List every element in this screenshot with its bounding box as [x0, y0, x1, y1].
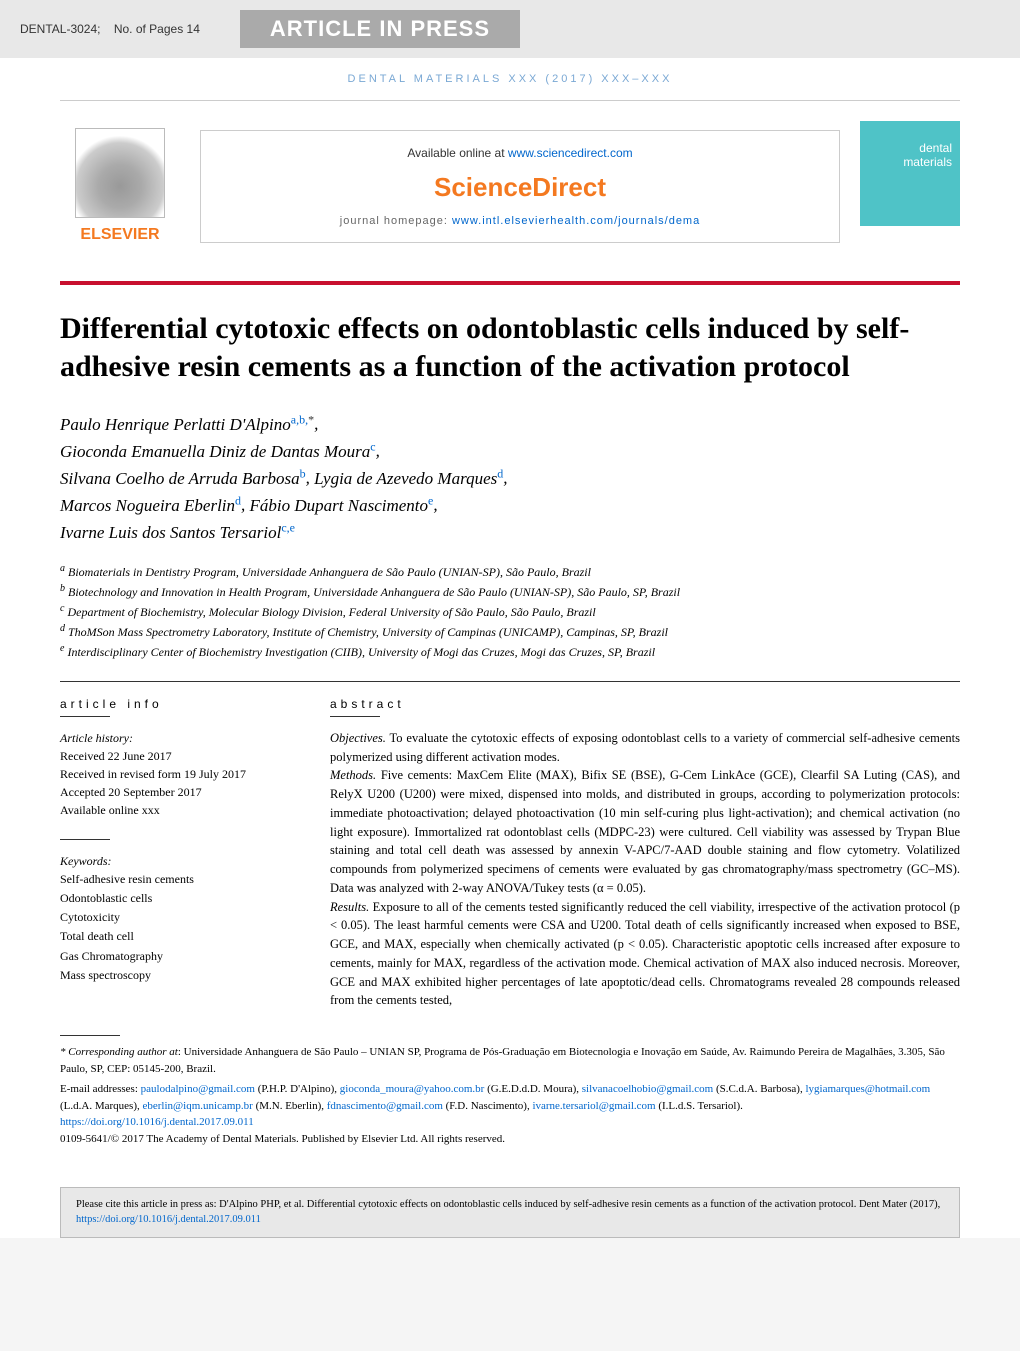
sciencedirect-logo[interactable]: ScienceDirect — [216, 172, 824, 203]
objectives-text: To evaluate the cytotoxic effects of exp… — [330, 731, 960, 764]
author: Silvana Coelho de Arruda Barbosab — [60, 469, 306, 488]
page-container: DENTAL-3024; No. of Pages 14 ARTICLE IN … — [0, 0, 1020, 1238]
author-affiliation-sup: b — [300, 466, 306, 480]
author: Ivarne Luis dos Santos Tersariolc,e — [60, 523, 295, 542]
results-text: Exposure to all of the cements tested si… — [330, 900, 960, 1008]
journal-cover-thumbnail — [860, 121, 960, 251]
article-info-header: article info — [60, 697, 290, 711]
short-divider — [60, 716, 110, 717]
author: Gioconda Emanuella Diniz de Dantas Moura… — [60, 442, 376, 461]
journal-homepage: journal homepage: www.intl.elsevierhealt… — [216, 215, 824, 227]
paper-id-text: DENTAL-3024; — [20, 22, 100, 36]
homepage-label: journal homepage: — [340, 215, 452, 227]
keywords-label: Keywords: — [60, 852, 290, 870]
cite-doi-link[interactable]: https://doi.org/10.1016/j.dental.2017.09… — [76, 1214, 261, 1225]
email-link[interactable]: eberlin@iqm.unicamp.br — [142, 1100, 252, 1112]
abstract-column: abstract Objectives. To evaluate the cyt… — [330, 697, 960, 1010]
keyword: Odontoblastic cells — [60, 889, 290, 908]
abstract-body: Objectives. To evaluate the cytotoxic ef… — [330, 729, 960, 1010]
article-in-press-badge: ARTICLE IN PRESS — [240, 10, 520, 48]
affiliation: a Biomaterials in Dentistry Program, Uni… — [60, 561, 960, 581]
email-link[interactable]: ivarne.tersariol@gmail.com — [532, 1100, 655, 1112]
doi-link[interactable]: https://doi.org/10.1016/j.dental.2017.09… — [60, 1116, 254, 1128]
keyword: Self-adhesive resin cements — [60, 870, 290, 889]
author: Fábio Dupart Nascimentoe — [250, 496, 434, 515]
corresponding-text: : Universidade Anhanguera de São Paulo –… — [60, 1046, 945, 1075]
article-title: Differential cytotoxic effects on odonto… — [60, 310, 960, 385]
online-date: Available online xxx — [60, 801, 290, 819]
email-addresses: E-mail addresses: paulodalpino@gmail.com… — [60, 1081, 960, 1114]
author-affiliation-sup: d — [235, 493, 241, 507]
email-link[interactable]: gioconda_moura@yahoo.com.br — [340, 1083, 485, 1095]
received-date: Received 22 June 2017 — [60, 747, 290, 765]
available-label: Available online at — [407, 146, 508, 160]
keyword: Total death cell — [60, 927, 290, 946]
short-divider — [60, 839, 110, 840]
keyword: Cytotoxicity — [60, 908, 290, 927]
sciencedirect-url[interactable]: www.sciencedirect.com — [508, 146, 633, 160]
methods-label: Methods. — [330, 768, 376, 782]
citation-box: Please cite this article in press as: D'… — [60, 1187, 960, 1238]
author: Lygia de Azevedo Marquesd — [314, 469, 503, 488]
paper-id: DENTAL-3024; No. of Pages 14 — [20, 22, 200, 36]
email-link[interactable]: paulodalpino@gmail.com — [141, 1083, 255, 1095]
article-history: Article history: Received 22 June 2017 R… — [60, 729, 290, 819]
affiliation: d ThoMSon Mass Spectrometry Laboratory, … — [60, 621, 960, 641]
affiliation: b Biotechnology and Innovation in Health… — [60, 581, 960, 601]
homepage-url[interactable]: www.intl.elsevierhealth.com/journals/dem… — [452, 215, 700, 227]
affiliation-list: a Biomaterials in Dentistry Program, Uni… — [60, 561, 960, 661]
keywords-block: Keywords: Self-adhesive resin cementsOdo… — [60, 852, 290, 985]
cite-text: Please cite this article in press as: D'… — [76, 1199, 940, 1210]
pages-label: No. of Pages 14 — [114, 22, 200, 36]
author-affiliation-sup: a,b,* — [291, 412, 314, 426]
methods-text: Five cements: MaxCem Elite (MAX), Bifix … — [330, 768, 960, 895]
footer-section: * Corresponding author at: Universidade … — [0, 1035, 1020, 1167]
header-bar: DENTAL-3024; No. of Pages 14 ARTICLE IN … — [0, 0, 1020, 58]
copyright-text: 0109-5641/© 2017 The Academy of Dental M… — [60, 1131, 960, 1148]
elsevier-text: ELSEVIER — [80, 226, 159, 244]
accepted-date: Accepted 20 September 2017 — [60, 783, 290, 801]
elsevier-logo: ELSEVIER — [60, 121, 180, 251]
affiliation: e Interdisciplinary Center of Biochemist… — [60, 641, 960, 661]
section-divider — [60, 681, 960, 682]
author-affiliation-sup: c,e — [281, 521, 295, 535]
footer-divider — [60, 1035, 120, 1036]
results-label: Results. — [330, 900, 369, 914]
publisher-banner: ELSEVIER Available online at www.science… — [0, 101, 1020, 271]
history-label: Article history: — [60, 729, 290, 747]
objectives-label: Objectives. — [330, 731, 386, 745]
two-column-layout: article info Article history: Received 2… — [60, 697, 960, 1010]
short-divider — [330, 716, 380, 717]
affiliation: c Department of Biochemistry, Molecular … — [60, 601, 960, 621]
corresponding-label: * Corresponding author at — [60, 1046, 178, 1058]
email-link[interactable]: lygiamarques@hotmail.com — [805, 1083, 930, 1095]
article-info-column: article info Article history: Received 2… — [60, 697, 290, 1010]
abstract-header: abstract — [330, 697, 960, 711]
author-affiliation-sup: d — [497, 466, 503, 480]
keywords-list: Self-adhesive resin cementsOdontoblastic… — [60, 870, 290, 985]
sciencedirect-box: Available online at www.sciencedirect.co… — [200, 130, 840, 243]
revised-date: Received in revised form 19 July 2017 — [60, 765, 290, 783]
elsevier-tree-icon — [75, 128, 165, 218]
available-online-text: Available online at www.sciencedirect.co… — [216, 146, 824, 160]
keyword: Mass spectroscopy — [60, 966, 290, 985]
keyword: Gas Chromatography — [60, 947, 290, 966]
author: Paulo Henrique Perlatti D'Alpinoa,b,* — [60, 415, 314, 434]
article-content: Differential cytotoxic effects on odonto… — [0, 285, 1020, 1035]
email-link[interactable]: fdnascimento@gmail.com — [327, 1100, 443, 1112]
corresponding-author: * Corresponding author at: Universidade … — [60, 1044, 960, 1077]
email-link[interactable]: silvanacoelhobio@gmail.com — [582, 1083, 713, 1095]
author-list: Paulo Henrique Perlatti D'Alpinoa,b,*, G… — [60, 410, 960, 546]
journal-reference: DENTAL MATERIALS XXX (2017) XXX–XXX — [0, 58, 1020, 100]
author-affiliation-sup: e — [428, 493, 433, 507]
author: Marcos Nogueira Eberlind — [60, 496, 241, 515]
author-affiliation-sup: c — [370, 439, 375, 453]
